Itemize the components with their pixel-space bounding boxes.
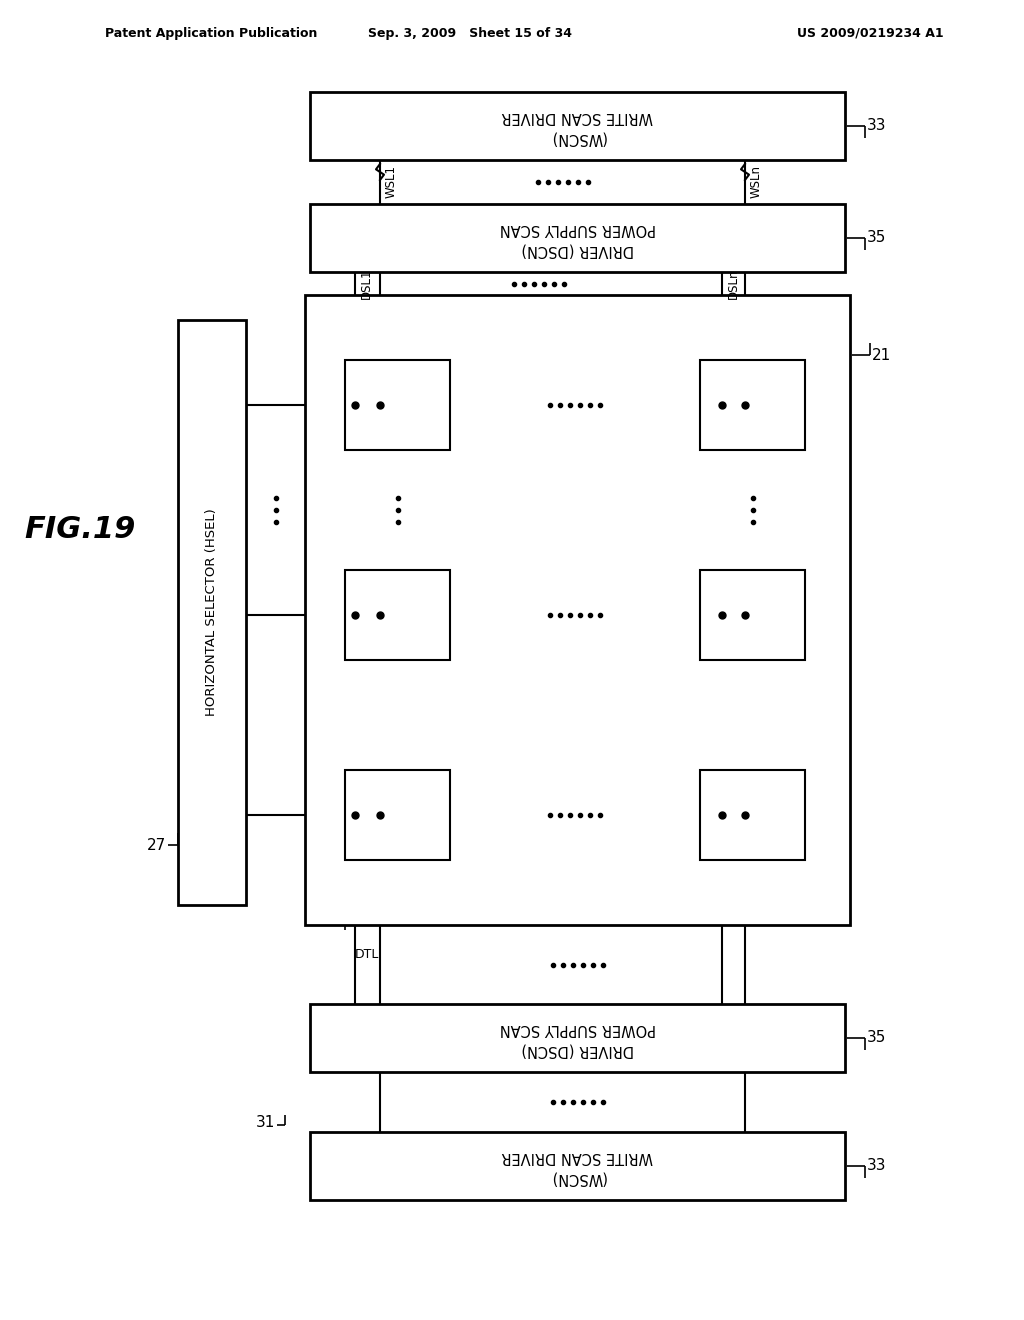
Bar bbox=[345, 360, 450, 450]
Text: DSLn: DSLn bbox=[727, 268, 740, 298]
Text: 35: 35 bbox=[867, 231, 887, 246]
Text: WSLn: WSLn bbox=[750, 165, 763, 198]
Text: Sep. 3, 2009   Sheet 15 of 34: Sep. 3, 2009 Sheet 15 of 34 bbox=[368, 26, 572, 40]
Bar bbox=[345, 770, 450, 861]
Text: HORIZONTAL SELECTOR (HSEL): HORIZONTAL SELECTOR (HSEL) bbox=[206, 508, 218, 717]
Text: (WSCN): (WSCN) bbox=[549, 1171, 605, 1185]
Text: WRITE SCAN DRIVER: WRITE SCAN DRIVER bbox=[502, 108, 653, 124]
Text: DSL1: DSL1 bbox=[360, 268, 373, 298]
Text: POWER SUPPLY SCAN: POWER SUPPLY SCAN bbox=[500, 220, 655, 235]
Bar bbox=[305, 294, 850, 925]
Text: 33: 33 bbox=[867, 119, 887, 133]
Text: FIG.19: FIG.19 bbox=[25, 516, 136, 544]
Bar bbox=[310, 1005, 845, 1072]
Text: 31: 31 bbox=[256, 1115, 275, 1130]
Bar bbox=[345, 570, 450, 660]
Text: WRITE SCAN DRIVER: WRITE SCAN DRIVER bbox=[502, 1148, 653, 1163]
Text: (WSCN): (WSCN) bbox=[549, 131, 605, 145]
Bar bbox=[178, 319, 246, 906]
Text: 33: 33 bbox=[867, 1159, 887, 1173]
Text: WSL1: WSL1 bbox=[385, 165, 398, 198]
Bar bbox=[700, 570, 805, 660]
Text: 21: 21 bbox=[872, 347, 891, 363]
Text: US 2009/0219234 A1: US 2009/0219234 A1 bbox=[797, 26, 943, 40]
Text: DRIVER (DSCN): DRIVER (DSCN) bbox=[521, 1043, 634, 1057]
Text: Patent Application Publication: Patent Application Publication bbox=[105, 26, 317, 40]
Bar bbox=[700, 360, 805, 450]
Text: POWER SUPPLY SCAN: POWER SUPPLY SCAN bbox=[500, 1020, 655, 1035]
Bar bbox=[310, 92, 845, 160]
Bar bbox=[310, 205, 845, 272]
Text: DRIVER (DSCN): DRIVER (DSCN) bbox=[521, 243, 634, 257]
Bar bbox=[310, 1133, 845, 1200]
Text: DTL: DTL bbox=[355, 948, 379, 961]
Bar bbox=[700, 770, 805, 861]
Text: 27: 27 bbox=[146, 837, 166, 853]
Text: 35: 35 bbox=[867, 1031, 887, 1045]
